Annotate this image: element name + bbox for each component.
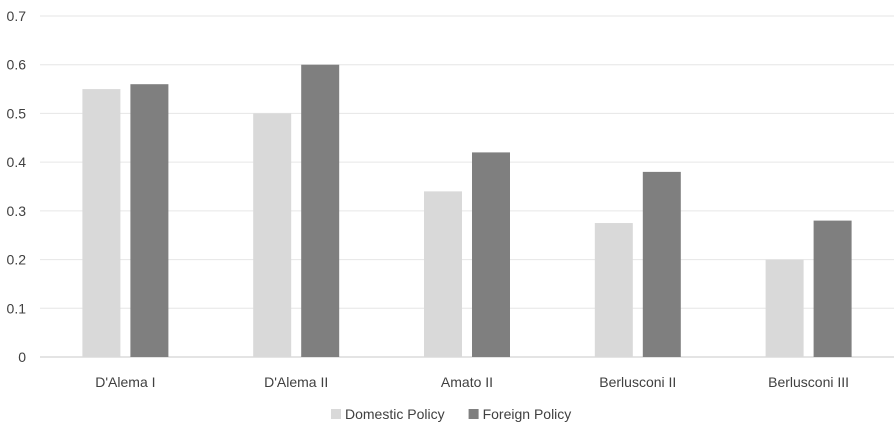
y-tick-label: 0 [18,349,26,365]
x-category-label: Amato II [441,374,493,390]
bar-domestic-policy [253,113,292,357]
y-tick-label: 0.4 [7,154,27,170]
bar-foreign-policy [642,171,681,357]
legend-label: Domestic Policy [345,406,445,422]
gridlines [40,15,894,358]
bars [82,64,852,358]
x-category-label: Berlusconi III [768,374,849,390]
y-tick-label: 0.2 [7,252,27,268]
bar-domestic-policy [765,259,804,357]
y-tick-label: 0.6 [7,57,27,73]
bar-foreign-policy [813,220,852,357]
bar-foreign-policy [301,64,340,357]
x-category-label: Berlusconi II [599,374,676,390]
legend-swatch [331,409,341,419]
axes: 0 0.1 0.2 0.3 0.4 0.5 0.6 0.7 D'Alema I D'Alema I… [7,8,850,390]
x-category-label: D'Alema I [95,374,155,390]
bar-domestic-policy [424,191,462,357]
y-tick-label: 0.3 [7,203,27,219]
bar-foreign-policy [130,84,169,357]
bar-foreign-policy [472,152,510,357]
bar-domestic-policy [594,223,633,357]
legend: Domestic Policy Foreign Policy [331,406,571,422]
x-category-label: D'Alema II [264,374,328,390]
y-tick-label: 0.5 [7,105,27,121]
y-tick-label: 0.7 [7,8,27,24]
legend-swatch [468,409,479,419]
y-tick-label: 0.1 [7,300,27,316]
bar-domestic-policy [82,89,121,358]
legend-label: Foreign Policy [483,406,572,422]
